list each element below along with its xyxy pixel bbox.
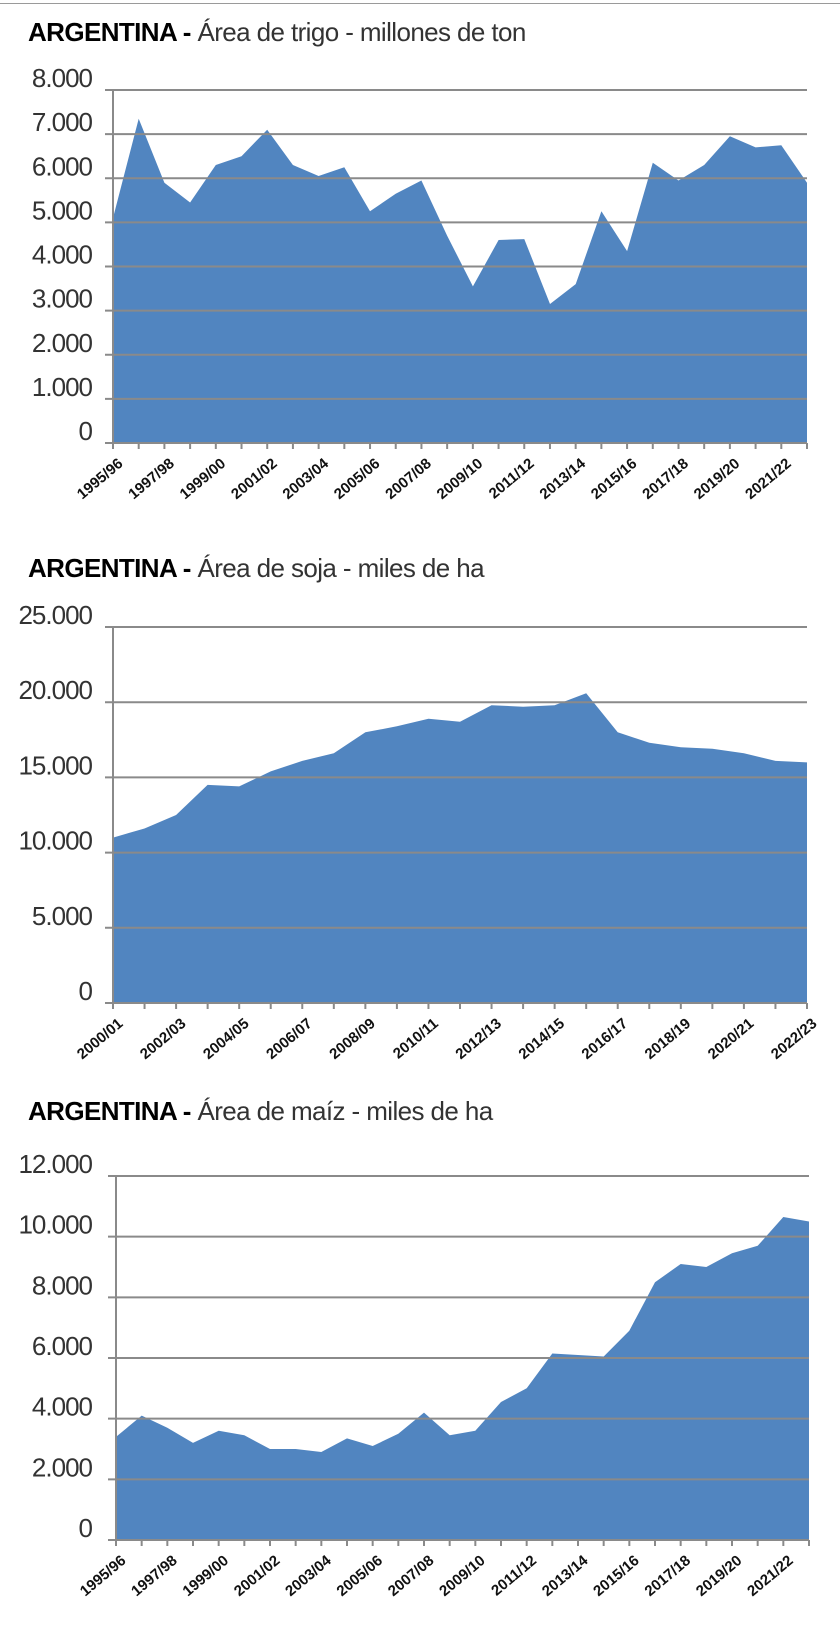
y-tick-label-soy: 0 [79,976,93,1006]
x-tick-label-maize: 1999/00 [180,1552,232,1600]
y-tick-label-soy: 20.000 [18,675,92,705]
area-maize [116,1217,809,1540]
title-country: ARGENTINA - [28,553,191,583]
area-soy [113,693,807,1003]
x-tick-label-maize: 2011/12 [488,1552,540,1599]
x-tick-label-maize: 1995/96 [77,1552,129,1600]
x-tick-label-maize: 2017/18 [642,1552,694,1600]
x-tick-label-maize: 2015/16 [590,1552,642,1600]
x-tick-label-maize: 2021/22 [744,1552,796,1600]
y-tick-label-maize: 4.000 [32,1392,93,1422]
x-tick-label-soy: 2016/17 [579,1015,631,1063]
y-tick-label-maize: 8.000 [32,1270,93,1300]
y-tick-label-wheat: 1.000 [32,372,93,402]
x-tick-label-wheat: 2021/22 [742,455,794,503]
x-tick-label-wheat: 1999/00 [177,455,229,503]
title-text: Área de soja - miles de ha [197,553,485,583]
y-tick-label-wheat: 0 [79,416,93,446]
title-text: Área de trigo - millones de ton [197,17,527,47]
x-tick-label-wheat: 2003/04 [279,455,332,503]
x-tick-label-maize: 2005/06 [334,1552,386,1600]
x-tick-label-wheat: 1995/96 [74,455,126,503]
y-tick-label-soy: 10.000 [18,826,92,856]
x-tick-label-soy: 2000/01 [74,1015,126,1063]
x-tick-label-maize: 2001/02 [231,1552,283,1600]
x-tick-label-soy: 2020/21 [705,1015,757,1063]
x-tick-label-soy: 2006/07 [263,1015,315,1063]
chart-title-soy: ARGENTINA - Área de soja - miles de ha [28,553,485,584]
x-tick-label-wheat: 1997/98 [125,455,177,503]
title-country: ARGENTINA - [28,1096,191,1126]
x-tick-label-wheat: 2019/20 [691,455,743,503]
y-tick-label-wheat: 2.000 [32,328,93,358]
top-divider [0,3,840,4]
y-tick-label-wheat: 4.000 [32,240,93,270]
x-tick-label-soy: 2014/15 [515,1015,567,1063]
y-tick-label-soy: 5.000 [32,901,93,931]
x-tick-label-maize: 2019/20 [693,1552,745,1600]
y-tick-label-maize: 12.000 [18,1149,92,1179]
x-tick-label-soy: 2010/11 [390,1015,442,1062]
x-tick-label-wheat: 2015/16 [588,455,640,503]
x-tick-label-wheat: 2011/12 [486,455,538,502]
y-tick-label-wheat: 7.000 [32,107,93,137]
y-tick-label-wheat: 8.000 [32,63,93,93]
x-tick-label-wheat: 2009/10 [434,455,486,503]
y-tick-label-maize: 0 [79,1513,93,1543]
chart-title-maize: ARGENTINA - Área de maíz - miles de ha [28,1096,493,1127]
x-tick-label-maize: 2007/08 [385,1552,437,1600]
x-tick-label-soy: 2012/13 [452,1015,504,1063]
y-tick-label-soy: 15.000 [18,750,92,780]
x-tick-label-wheat: 2017/18 [639,455,691,503]
x-tick-label-wheat: 2001/02 [228,455,280,503]
x-tick-label-maize: 1997/98 [128,1552,180,1600]
y-tick-label-maize: 10.000 [18,1210,92,1240]
x-tick-label-maize: 2009/10 [436,1552,488,1600]
title-country: ARGENTINA - [28,17,191,47]
x-tick-label-soy: 2022/23 [768,1015,820,1063]
title-text: Área de maíz - miles de ha [197,1096,494,1126]
y-tick-label-wheat: 5.000 [32,195,93,225]
x-tick-label-maize: 2013/14 [539,1552,592,1600]
x-tick-label-wheat: 2007/08 [382,455,434,503]
y-tick-label-maize: 6.000 [32,1331,93,1361]
x-tick-label-wheat: 2013/14 [537,455,590,503]
x-tick-label-maize: 2003/04 [282,1552,335,1600]
area-wheat [113,118,807,443]
x-tick-label-soy: 2004/05 [200,1015,252,1063]
chart-title-wheat: ARGENTINA - Área de trigo - millones de … [28,17,526,48]
y-tick-label-soy: 25.000 [18,600,92,630]
x-tick-label-soy: 2018/19 [642,1015,694,1063]
x-tick-label-soy: 2002/03 [137,1015,189,1063]
y-tick-label-wheat: 6.000 [32,151,93,181]
x-tick-label-soy: 2008/09 [326,1015,378,1063]
x-tick-label-wheat: 2005/06 [331,455,383,503]
y-tick-label-maize: 2.000 [32,1452,93,1482]
y-tick-label-wheat: 3.000 [32,284,93,314]
